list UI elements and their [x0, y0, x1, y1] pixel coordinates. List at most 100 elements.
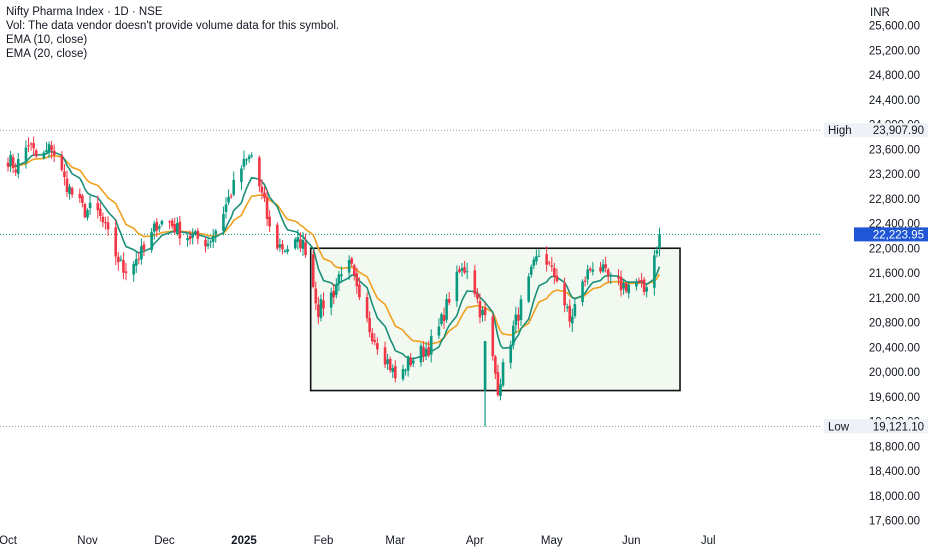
candle	[386, 353, 389, 371]
last-price-value: 22,223.95	[873, 229, 924, 241]
candles-layer	[6, 136, 661, 427]
candle	[427, 340, 430, 358]
chart-legend: Nifty Pharma Index · 1D · NSE Vol: The d…	[6, 5, 339, 61]
ema-20-line	[7, 154, 661, 346]
candle	[70, 186, 74, 198]
candle	[527, 273, 530, 303]
candle	[16, 153, 20, 179]
x-tick-label: Dec	[154, 535, 175, 547]
candle	[281, 240, 284, 255]
candle	[86, 208, 89, 221]
y-tick-label: 22,800.00	[869, 194, 920, 206]
candle	[27, 137, 30, 153]
price-axis[interactable]: INR 17,600.00 18,000.00 18,400.00 18,800.00 1…	[822, 0, 932, 550]
x-tick-label: Nov	[77, 535, 98, 547]
candle	[547, 260, 551, 266]
candle	[173, 217, 177, 235]
candle	[47, 141, 51, 159]
candle	[322, 292, 325, 317]
low-value: 19,121.10	[873, 421, 924, 433]
y-tick-label: 24,800.00	[869, 70, 920, 82]
candle	[260, 179, 264, 200]
candle	[445, 293, 448, 323]
time-axis[interactable]: Oct Nov Dec 2025 Feb Mar Apr May Jun Jul	[0, 535, 716, 547]
symbol-title[interactable]: Nifty Pharma Index · 1D · NSE	[6, 6, 163, 18]
candle	[319, 294, 323, 322]
candle	[116, 251, 120, 271]
candle	[232, 171, 236, 197]
candle	[227, 189, 230, 206]
y-tick-label: 18,800.00	[869, 441, 920, 453]
candle	[655, 246, 659, 258]
candle	[573, 297, 577, 319]
candle	[473, 264, 477, 298]
candle	[245, 157, 248, 166]
candle	[204, 237, 207, 253]
candle	[481, 306, 484, 322]
candle	[537, 248, 541, 258]
candle	[460, 262, 464, 277]
currency-label[interactable]: INR	[870, 7, 890, 19]
y-tick-label: 25,200.00	[869, 45, 920, 57]
candle	[193, 229, 197, 236]
candle	[535, 249, 538, 265]
candle	[301, 232, 305, 256]
candle	[483, 302, 487, 322]
y-tick-label: 18,000.00	[869, 491, 920, 503]
x-tick-label: Oct	[0, 535, 18, 547]
candle	[283, 249, 287, 254]
candle	[653, 249, 656, 296]
candle	[101, 212, 105, 228]
candle	[429, 329, 433, 363]
candle	[211, 228, 215, 249]
ema-10-legend[interactable]: EMA (10, close)	[6, 34, 88, 46]
candle	[152, 220, 156, 240]
candle	[376, 337, 379, 355]
high-tag-bg	[824, 123, 856, 138]
candle	[411, 357, 415, 367]
candle	[635, 278, 638, 291]
candle	[529, 264, 533, 278]
candle	[404, 368, 407, 376]
candle	[293, 237, 297, 250]
candle	[619, 270, 623, 297]
x-tick-label: Mar	[385, 535, 405, 547]
candle	[478, 293, 482, 324]
candle	[50, 140, 53, 159]
marker-lines	[0, 129, 852, 427]
low-tag: Low	[828, 421, 850, 433]
candle	[373, 333, 377, 346]
candle	[63, 164, 66, 186]
candle	[447, 291, 451, 306]
candle	[422, 341, 425, 363]
candle	[240, 165, 243, 191]
candle	[624, 281, 628, 294]
candle	[368, 311, 371, 338]
ema-20-legend[interactable]: EMA (20, close)	[6, 48, 88, 60]
candle	[214, 228, 218, 243]
high-tag: High	[828, 125, 852, 137]
candle	[317, 296, 320, 325]
candle	[9, 150, 12, 173]
candle	[494, 354, 497, 380]
candle	[265, 188, 269, 226]
candle	[142, 241, 146, 257]
candle	[627, 282, 631, 299]
x-tick-label: Feb	[314, 535, 334, 547]
candle	[186, 234, 189, 247]
y-tick-label: 23,200.00	[869, 169, 920, 181]
candle	[458, 265, 461, 274]
candle	[352, 263, 356, 281]
candle	[191, 228, 194, 245]
candle	[258, 155, 261, 193]
low-candle-body	[483, 341, 487, 391]
candle	[222, 206, 225, 236]
candle	[501, 358, 505, 388]
candle	[132, 260, 135, 282]
candle	[188, 230, 192, 245]
x-tick-label: Jul	[701, 535, 716, 547]
high-value: 23,907.90	[873, 125, 924, 137]
candle	[365, 292, 369, 323]
candle	[358, 277, 361, 301]
